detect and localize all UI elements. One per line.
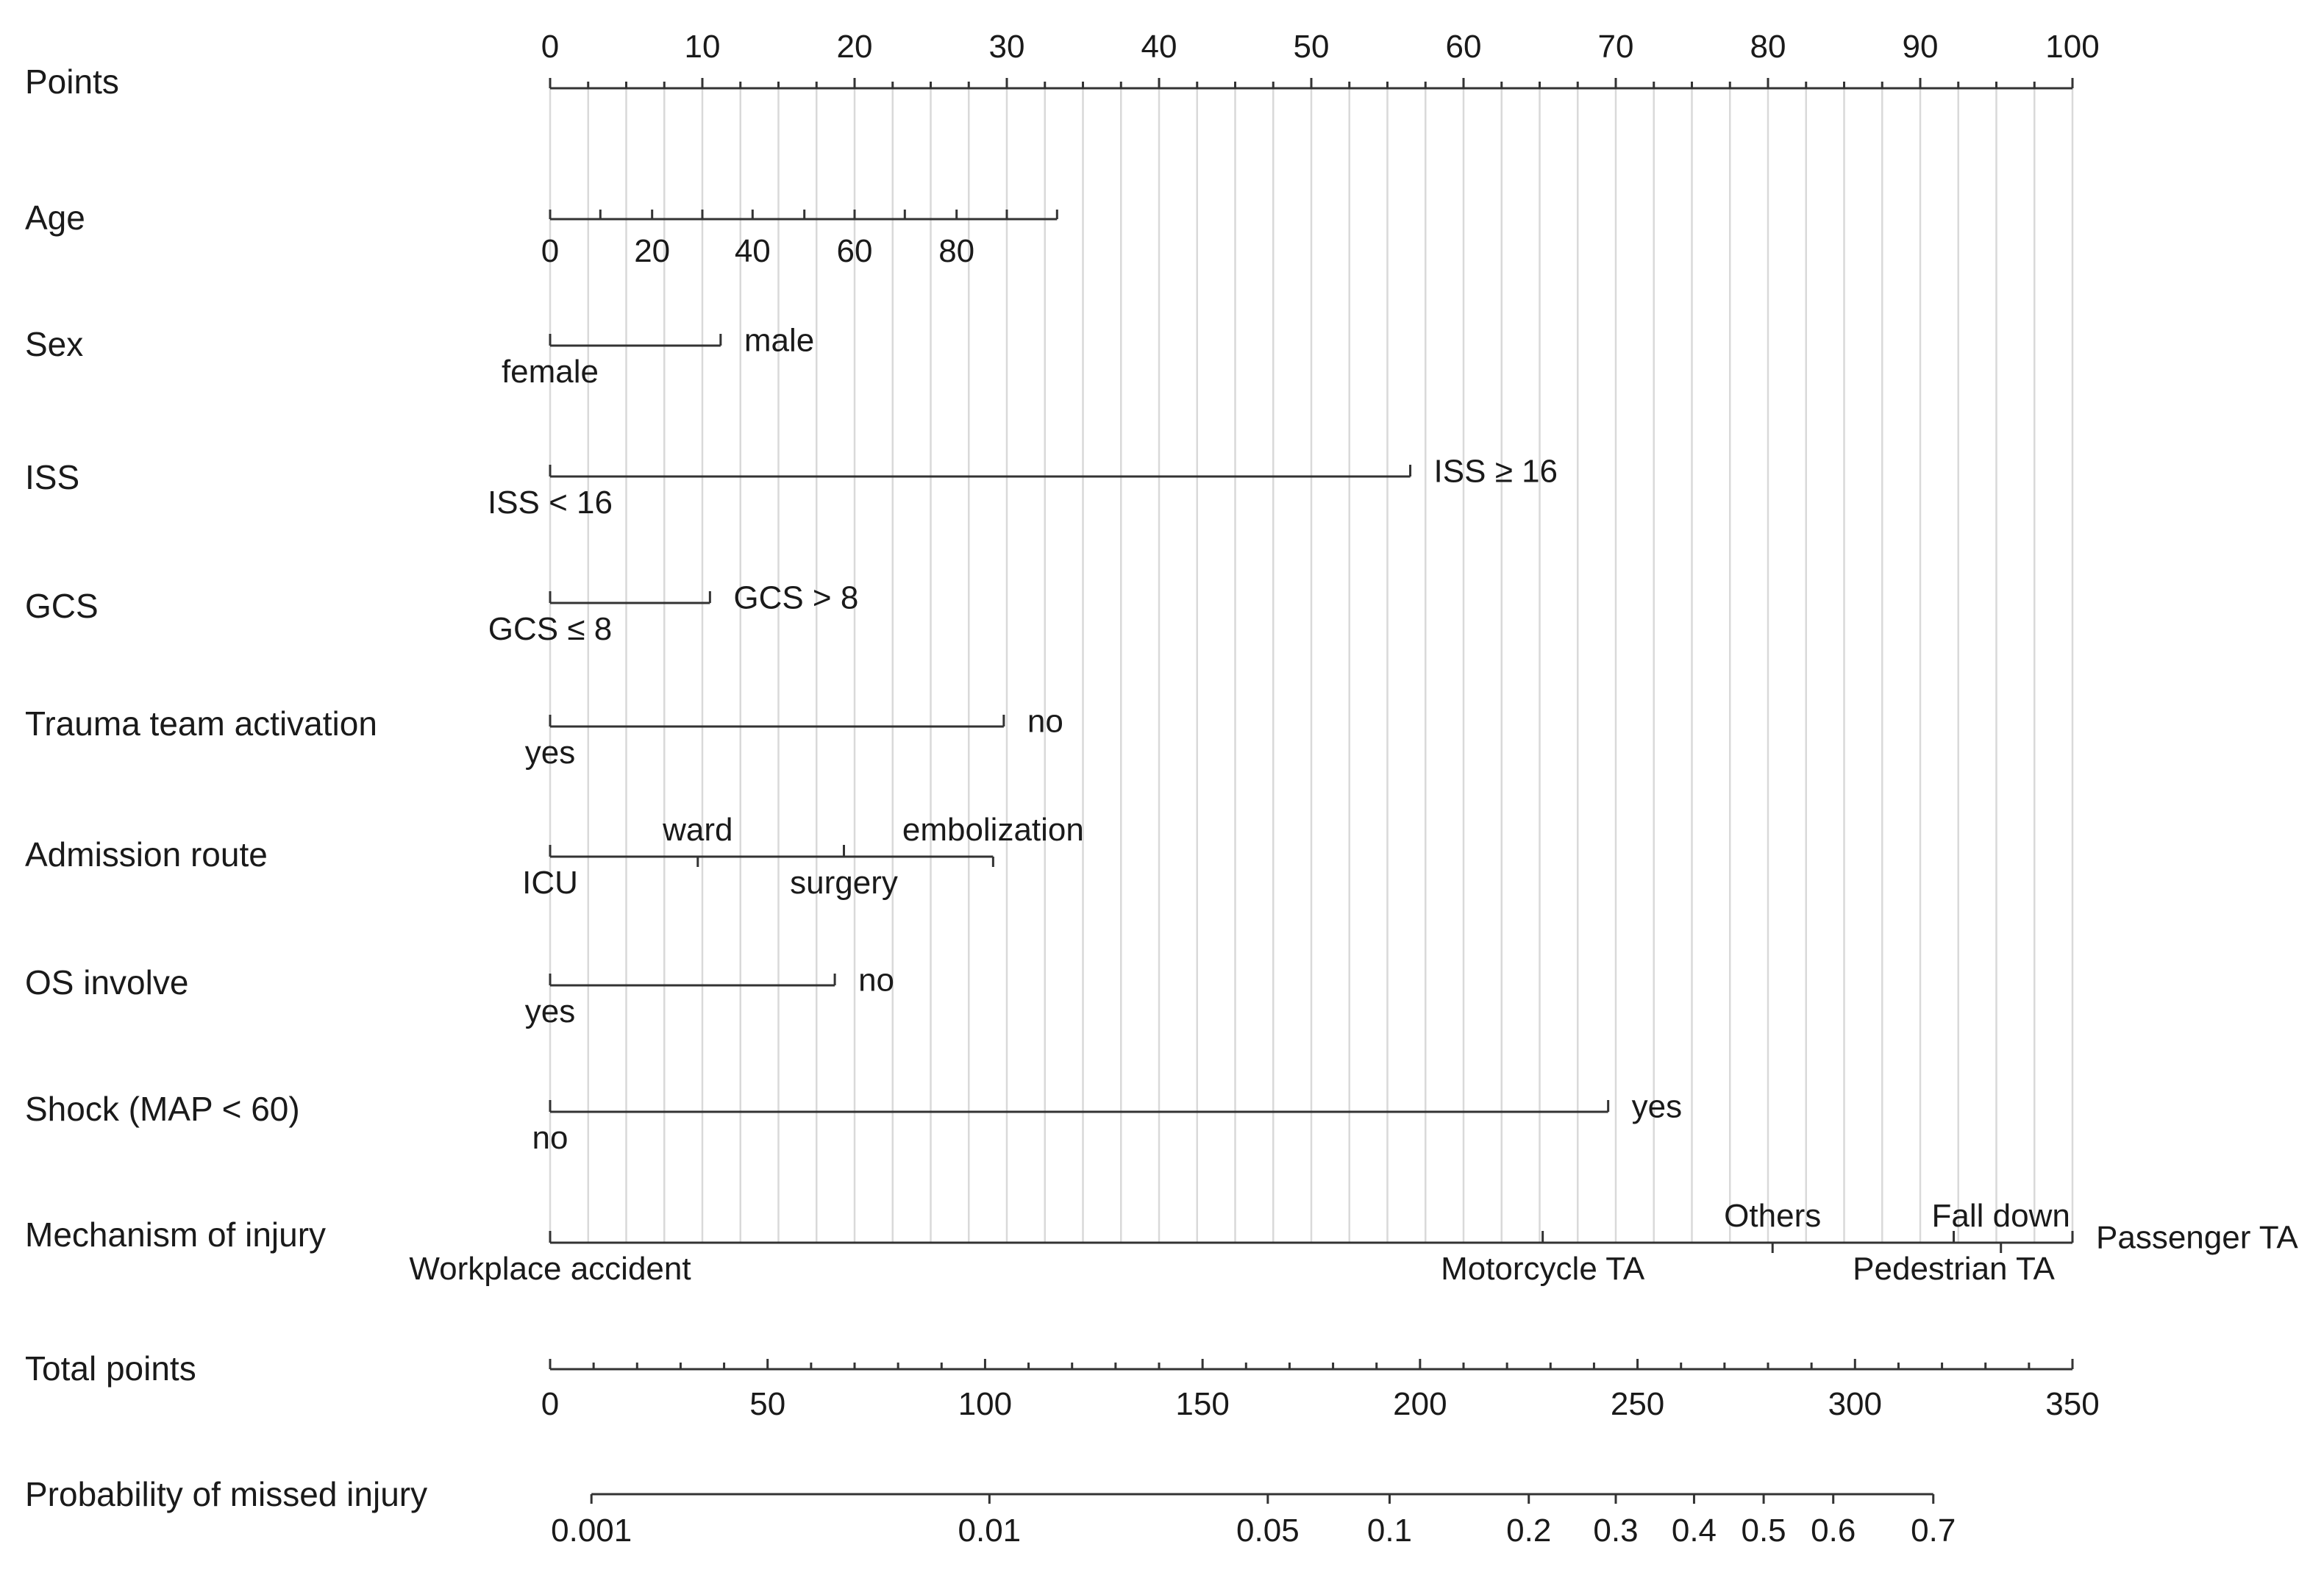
row-label-variable: Mechanism of injury xyxy=(25,1215,326,1254)
row-label-variable: GCS xyxy=(25,587,99,625)
points-tick-label: 70 xyxy=(1598,29,1634,65)
level-label: ICU xyxy=(522,865,578,901)
points-tick-label: 40 xyxy=(1141,29,1177,65)
level-label: male xyxy=(744,323,814,359)
total-points-tick-label: 0 xyxy=(541,1386,559,1422)
level-label: Fall down xyxy=(1932,1198,2070,1234)
probability-tick-label: 0.01 xyxy=(958,1513,1022,1549)
probability-tick-label: 0.3 xyxy=(1593,1513,1638,1549)
total-points-tick-label: 100 xyxy=(958,1386,1012,1422)
probability-tick-label: 0.2 xyxy=(1506,1513,1551,1549)
nomogram-axes: Points 0 10 20 30 40 50 60 70 80 90 100 Age 0 20 40 60 80… xyxy=(25,29,2298,1549)
level-label: Workplace accident xyxy=(409,1251,691,1287)
points-tick-label: 30 xyxy=(989,29,1025,65)
age-tick-label: 80 xyxy=(938,233,974,269)
level-label: Others xyxy=(1724,1198,1821,1234)
probability-tick-label: 0.5 xyxy=(1741,1513,1786,1549)
row-label-variable: ISS xyxy=(25,458,79,496)
level-label: GCS ≤ 8 xyxy=(488,611,612,647)
total-points-tick-label: 200 xyxy=(1393,1386,1447,1422)
total-points-tick-label: 350 xyxy=(2045,1386,2099,1422)
points-gridlines xyxy=(549,88,2074,1243)
probability-tick-label: 0.4 xyxy=(1672,1513,1717,1549)
total-points-tick-label: 150 xyxy=(1175,1386,1229,1422)
level-label: ISS ≥ 16 xyxy=(1434,454,1558,490)
age-tick-label: 60 xyxy=(837,233,873,269)
points-tick-label: 10 xyxy=(685,29,721,65)
level-label: ISS < 16 xyxy=(488,485,613,521)
row-label-variable: Admission route xyxy=(25,835,268,874)
row-label-variable: OS involve xyxy=(25,963,188,1002)
points-tick-label: 20 xyxy=(837,29,873,65)
points-tick-label: 100 xyxy=(2045,29,2099,65)
age-tick-label: 20 xyxy=(634,233,670,269)
points-tick-label: 50 xyxy=(1294,29,1330,65)
probability-tick-label: 0.05 xyxy=(1236,1513,1300,1549)
level-label: no xyxy=(858,963,894,999)
level-label: ward xyxy=(662,812,733,848)
probability-tick-label: 0.7 xyxy=(1911,1513,1956,1549)
level-label: yes xyxy=(525,993,575,1029)
points-tick-label: 0 xyxy=(541,29,559,65)
row-label-total-points: Total points xyxy=(25,1349,196,1388)
points-tick-label: 80 xyxy=(1750,29,1786,65)
level-label: Pedestrian TA xyxy=(1853,1251,2055,1287)
level-label: female xyxy=(502,354,599,390)
points-tick-label: 90 xyxy=(1903,29,1939,65)
total-points-tick-label: 50 xyxy=(749,1386,785,1422)
level-label: embolization xyxy=(902,812,1084,848)
row-label-points: Points xyxy=(25,63,119,101)
probability-tick-label: 0.1 xyxy=(1367,1513,1412,1549)
row-label-variable: Trauma team activation xyxy=(25,704,377,743)
level-label: Passenger TA xyxy=(2096,1220,2298,1256)
level-label: surgery xyxy=(790,865,898,901)
row-label-variable: Shock (MAP < 60) xyxy=(25,1090,300,1128)
level-label: no xyxy=(532,1120,568,1156)
level-label: GCS > 8 xyxy=(733,580,858,616)
level-label: yes xyxy=(1632,1089,1682,1125)
total-points-tick-label: 300 xyxy=(1828,1386,1882,1422)
age-tick-label: 0 xyxy=(541,233,559,269)
total-points-tick-label: 250 xyxy=(1611,1386,1664,1422)
level-label: yes xyxy=(525,735,575,771)
row-label-variable: Sex xyxy=(25,325,83,363)
level-label: Motorcycle TA xyxy=(1441,1251,1645,1287)
points-tick-label: 60 xyxy=(1446,29,1482,65)
age-tick-label: 40 xyxy=(735,233,771,269)
probability-tick-label: 0.6 xyxy=(1811,1513,1856,1549)
row-label-probability: Probability of missed injury xyxy=(25,1475,427,1513)
level-label: no xyxy=(1027,704,1063,740)
probability-tick-label: 0.001 xyxy=(551,1513,632,1549)
row-label-variable: Age xyxy=(25,199,85,237)
